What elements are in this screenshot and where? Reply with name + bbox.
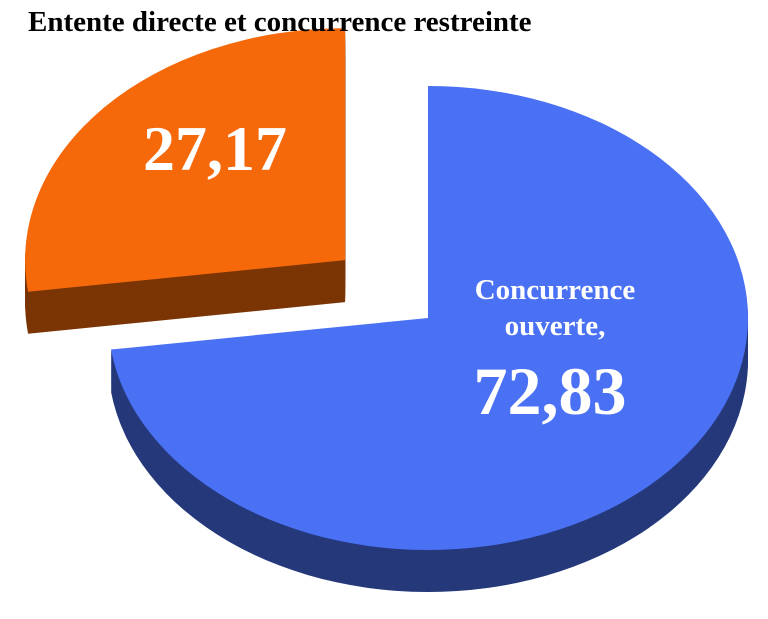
slice xyxy=(25,28,346,292)
value-label: 27,17 xyxy=(143,113,287,184)
slice xyxy=(110,86,749,550)
slice-category-label: Entente directe et concurrence restreint… xyxy=(28,6,532,38)
value-label: 72,83 xyxy=(473,353,627,429)
slice-category-label: Concurrence ouverte, xyxy=(474,274,636,342)
